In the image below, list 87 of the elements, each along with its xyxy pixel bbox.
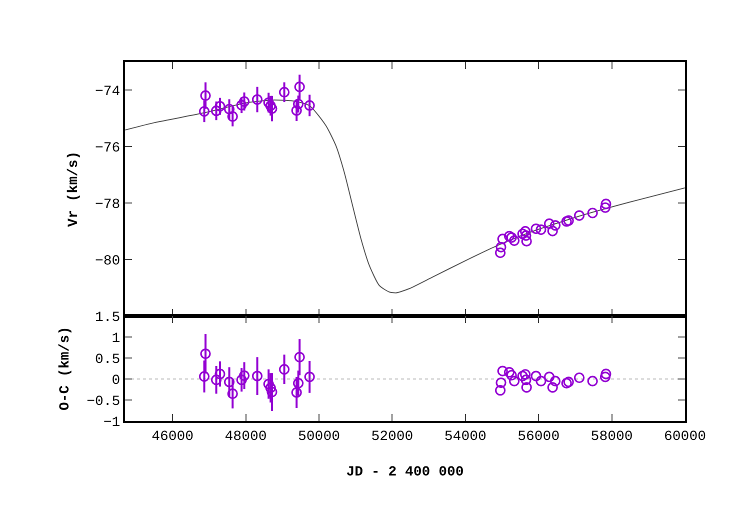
x-tick-label: 46000 bbox=[152, 428, 194, 445]
x-tick-label: 54000 bbox=[444, 428, 486, 445]
point bbox=[530, 370, 542, 382]
y-tick-label: 1.5 bbox=[94, 310, 120, 326]
point bbox=[600, 202, 611, 213]
y-tick-label: −80 bbox=[94, 253, 120, 270]
point bbox=[198, 371, 210, 382]
x-tick-label: 60000 bbox=[664, 428, 706, 445]
point bbox=[504, 366, 515, 378]
point bbox=[600, 372, 611, 382]
point bbox=[198, 106, 210, 117]
point bbox=[200, 348, 211, 360]
point bbox=[536, 224, 546, 235]
point bbox=[600, 198, 612, 210]
point bbox=[252, 94, 263, 105]
point bbox=[278, 364, 290, 375]
point bbox=[238, 96, 250, 107]
point bbox=[224, 104, 235, 114]
point bbox=[547, 382, 558, 393]
x-tick-label: 56000 bbox=[518, 428, 560, 445]
point bbox=[224, 376, 235, 388]
x-axis-title: JD - 2 400 000 bbox=[346, 464, 464, 481]
point bbox=[550, 376, 561, 386]
point bbox=[600, 368, 612, 380]
y-tick-label: −1 bbox=[103, 414, 120, 431]
point bbox=[495, 247, 506, 258]
point bbox=[520, 374, 532, 386]
point bbox=[304, 372, 315, 382]
point bbox=[278, 86, 290, 98]
point bbox=[508, 235, 520, 246]
point bbox=[536, 376, 546, 386]
point bbox=[496, 377, 506, 388]
point bbox=[544, 218, 555, 230]
x-tick-label: 50000 bbox=[298, 428, 340, 445]
point bbox=[214, 101, 226, 112]
point bbox=[587, 376, 598, 386]
point bbox=[291, 387, 302, 398]
point bbox=[293, 98, 304, 110]
point bbox=[497, 366, 508, 376]
point bbox=[210, 106, 222, 116]
y-tick-label: −0.5 bbox=[86, 394, 120, 410]
point bbox=[530, 223, 542, 234]
point bbox=[293, 378, 304, 388]
point bbox=[506, 232, 517, 243]
point bbox=[497, 234, 508, 244]
y-tick-label: 0 bbox=[112, 372, 120, 389]
point bbox=[238, 370, 250, 381]
point bbox=[495, 385, 506, 396]
y-tick-label: 0.5 bbox=[94, 352, 120, 368]
x-tick-label: 58000 bbox=[590, 428, 633, 445]
point bbox=[587, 208, 598, 218]
point bbox=[200, 90, 211, 101]
y-tick-label: −76 bbox=[94, 140, 120, 157]
x-tick-label: 48000 bbox=[224, 428, 267, 445]
point bbox=[210, 374, 222, 386]
point bbox=[304, 100, 315, 111]
point bbox=[227, 111, 238, 122]
y-axis-title: O-C (km/s) bbox=[58, 326, 74, 411]
point bbox=[214, 368, 226, 380]
point bbox=[544, 372, 555, 382]
point bbox=[294, 82, 305, 92]
y-tick-label: −78 bbox=[94, 197, 120, 214]
point bbox=[520, 369, 531, 380]
point bbox=[550, 220, 561, 231]
point bbox=[520, 226, 531, 237]
point bbox=[252, 370, 263, 382]
point bbox=[227, 388, 238, 399]
point bbox=[547, 226, 558, 236]
y-axis-title: Vr (km/s) bbox=[66, 151, 82, 227]
point bbox=[291, 105, 302, 116]
point bbox=[496, 242, 506, 252]
point bbox=[236, 100, 247, 110]
y-tick-label: 1 bbox=[112, 330, 120, 347]
point bbox=[574, 210, 585, 221]
point bbox=[520, 230, 532, 241]
point bbox=[574, 372, 585, 384]
point bbox=[521, 236, 532, 247]
point bbox=[521, 382, 532, 393]
point bbox=[504, 230, 515, 242]
point bbox=[236, 374, 247, 386]
point bbox=[508, 376, 520, 386]
x-tick-label: 52000 bbox=[371, 428, 414, 445]
point bbox=[517, 228, 528, 240]
point bbox=[517, 370, 528, 382]
y-tick-label: −74 bbox=[94, 84, 120, 100]
point bbox=[294, 352, 305, 362]
point bbox=[506, 370, 517, 381]
